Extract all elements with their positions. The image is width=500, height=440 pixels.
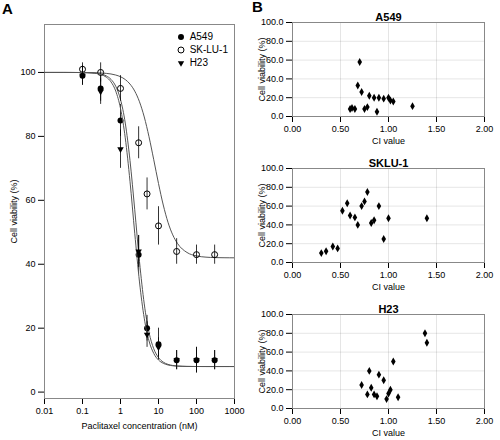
svg-text:0.50: 0.50	[332, 270, 350, 280]
svg-text:Cell viability (%): Cell viability (%)	[257, 329, 267, 393]
svg-text:80: 80	[25, 131, 35, 141]
svg-text:0.00: 0.00	[284, 124, 302, 134]
svg-text:100.0: 100.0	[261, 309, 284, 319]
svg-text:100: 100	[20, 67, 35, 77]
svg-text:2.00: 2.00	[476, 124, 494, 134]
svg-text:CI value: CI value	[372, 136, 405, 146]
svg-text:0.50: 0.50	[332, 416, 350, 426]
svg-text:80.0: 80.0	[266, 328, 284, 338]
svg-text:60.0: 60.0	[266, 55, 284, 65]
svg-text:0.0: 0.0	[271, 403, 284, 413]
svg-text:20: 20	[25, 323, 35, 333]
svg-text:10: 10	[153, 406, 163, 416]
svg-text:40.0: 40.0	[266, 366, 284, 376]
svg-text:1.00: 1.00	[380, 270, 398, 280]
svg-text:60: 60	[25, 195, 35, 205]
svg-text:1.50: 1.50	[428, 416, 446, 426]
svg-text:0.50: 0.50	[332, 124, 350, 134]
svg-text:Cell viability (%): Cell viability (%)	[9, 179, 19, 243]
svg-text:CI value: CI value	[372, 282, 405, 292]
svg-text:20.0: 20.0	[266, 93, 284, 103]
svg-text:1.50: 1.50	[428, 124, 446, 134]
svg-text:2.00: 2.00	[476, 270, 494, 280]
svg-text:60.0: 60.0	[266, 201, 284, 211]
svg-text:40: 40	[25, 259, 35, 269]
svg-text:1.00: 1.00	[380, 124, 398, 134]
svg-text:0.01: 0.01	[36, 406, 54, 416]
svg-text:1.00: 1.00	[380, 416, 398, 426]
svg-text:CI value: CI value	[372, 428, 405, 438]
html-text:SK-LU-1: SK-LU-1	[189, 44, 228, 55]
html-text:H23: H23	[189, 57, 208, 68]
svg-text:A549: A549	[375, 11, 401, 23]
svg-text:SKLU-1: SKLU-1	[369, 157, 409, 169]
html-text:A: A	[2, 0, 13, 17]
svg-text:H23: H23	[378, 303, 398, 315]
svg-text:1.50: 1.50	[428, 270, 446, 280]
svg-text:80.0: 80.0	[266, 36, 284, 46]
svg-text:1: 1	[118, 406, 123, 416]
svg-text:Paclitaxel concentration (nM): Paclitaxel concentration (nM)	[81, 421, 197, 431]
svg-text:1000: 1000	[224, 406, 244, 416]
svg-text:20.0: 20.0	[266, 239, 284, 249]
svg-text:100.0: 100.0	[261, 163, 284, 173]
svg-text:2.00: 2.00	[476, 416, 494, 426]
svg-text:100: 100	[189, 406, 204, 416]
svg-text:60.0: 60.0	[266, 347, 284, 357]
svg-text:0.1: 0.1	[76, 406, 89, 416]
svg-text:0.0: 0.0	[271, 257, 284, 267]
svg-text:0.0: 0.0	[271, 111, 284, 121]
svg-text:40.0: 40.0	[266, 220, 284, 230]
svg-text:Cell viability (%): Cell viability (%)	[257, 183, 267, 247]
svg-text:80.0: 80.0	[266, 182, 284, 192]
svg-text:Cell viability (%): Cell viability (%)	[257, 37, 267, 101]
html-text:A549: A549	[189, 31, 213, 42]
svg-text:0: 0	[30, 387, 35, 397]
svg-text:100.0: 100.0	[261, 17, 284, 27]
svg-text:0.00: 0.00	[284, 416, 302, 426]
svg-text:0.00: 0.00	[284, 270, 302, 280]
svg-text:40.0: 40.0	[266, 74, 284, 84]
svg-text:20.0: 20.0	[266, 385, 284, 395]
